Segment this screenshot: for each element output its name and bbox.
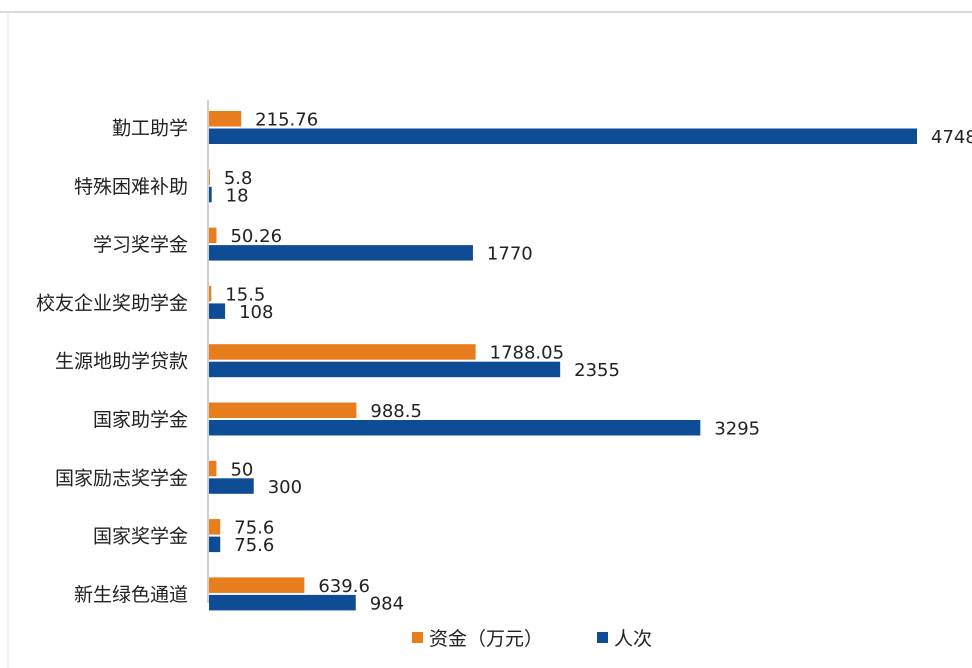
bar-funds — [209, 577, 305, 593]
category-label: 生源地助学贷款 — [55, 351, 188, 373]
bar-persons — [209, 536, 221, 553]
bar-funds — [209, 285, 212, 302]
bar-funds — [209, 344, 476, 360]
category-labels-group: 勤工助学特殊困难补助学习奖学金校友企业奖助学金生源地助学贷款国家助学金国家励志奖… — [36, 118, 188, 606]
bar-persons — [209, 128, 917, 144]
bar-persons — [209, 478, 254, 494]
bar-persons — [209, 420, 701, 436]
legend-funds-label: 资金（万元） — [429, 628, 543, 650]
data-label-funds: 50.26 — [230, 226, 282, 247]
bar-persons — [209, 245, 473, 261]
data-label-funds: 639.6 — [318, 576, 370, 597]
category-label: 学习奖学金 — [93, 234, 188, 256]
data-label-funds: 15.5 — [225, 284, 265, 305]
data-label-funds: 1788.05 — [490, 343, 564, 364]
bar-funds — [209, 519, 221, 535]
data-label-funds: 215.76 — [255, 110, 318, 131]
bar-funds — [209, 111, 242, 127]
data-label-funds: 50 — [230, 459, 253, 480]
legend-persons-swatch — [597, 632, 608, 643]
data-label-funds: 988.5 — [370, 401, 422, 422]
data-label-funds: 5.8 — [224, 168, 253, 189]
legend-persons-label: 人次 — [614, 628, 652, 650]
category-label: 国家助学金 — [93, 409, 188, 431]
legend: 资金（万元） 人次 — [412, 628, 652, 650]
data-label-persons: 108 — [239, 302, 273, 323]
data-label-persons: 984 — [370, 593, 404, 614]
data-label-persons: 300 — [268, 477, 302, 498]
bar-funds — [209, 227, 217, 244]
data-label-funds: 75.6 — [234, 518, 274, 539]
category-label: 特殊困难补助 — [74, 176, 188, 198]
bar-persons — [209, 186, 212, 203]
bar-persons — [209, 594, 356, 611]
data-label-persons: 1770 — [487, 244, 533, 265]
data-label-persons: 4748 — [931, 127, 972, 148]
data-label-persons: 18 — [226, 185, 249, 206]
bar-funds — [209, 402, 357, 418]
legend-funds-swatch — [412, 632, 423, 643]
data-label-persons: 3295 — [714, 419, 760, 440]
category-label: 国家励志奖学金 — [55, 467, 188, 489]
data-label-persons: 2355 — [574, 360, 620, 381]
bar-funds — [209, 460, 217, 477]
bar-persons — [209, 303, 226, 319]
category-label: 国家奖学金 — [93, 526, 188, 548]
category-label: 新生绿色通道 — [74, 584, 188, 606]
data-label-persons: 75.6 — [234, 535, 274, 556]
category-label: 校友企业奖助学金 — [36, 292, 188, 314]
bar-persons — [209, 361, 561, 378]
category-label: 勤工助学 — [112, 118, 188, 140]
bars-group — [209, 111, 917, 611]
bar-funds — [209, 169, 210, 185]
